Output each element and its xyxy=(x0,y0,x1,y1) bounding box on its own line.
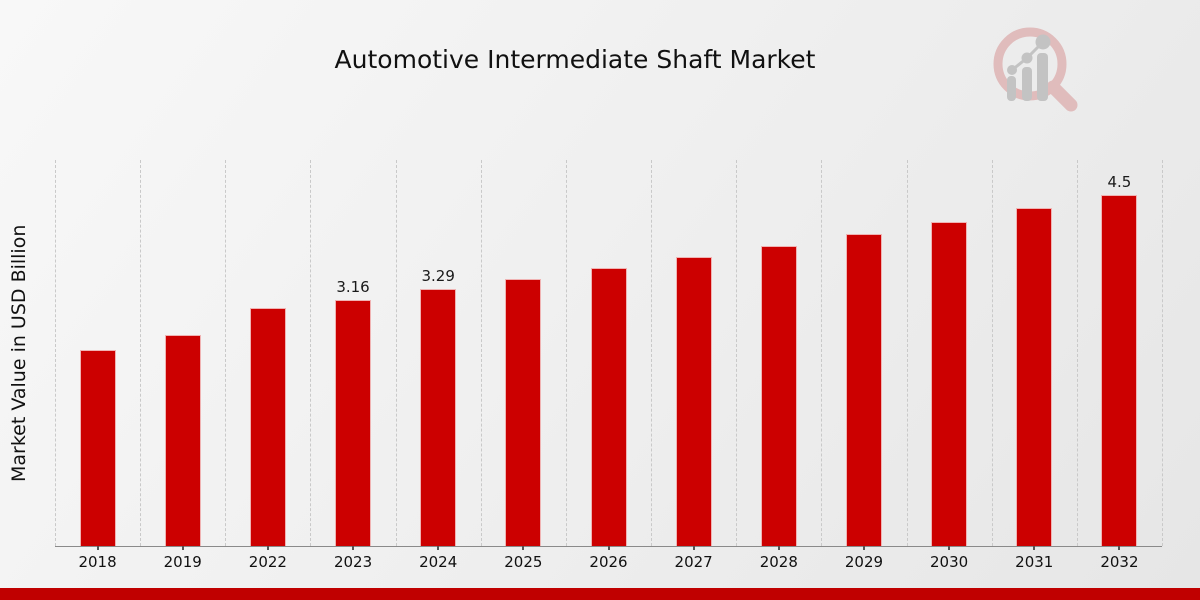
x-axis-tick xyxy=(266,546,269,550)
gridline xyxy=(225,160,227,546)
bar-chart-plot: 2018 2019 2022 3.16 2023 3.29 2024 2025 2026 2027… xyxy=(55,160,1163,571)
bar-value-label-2023: 3.16 xyxy=(336,278,370,296)
bar-2027 xyxy=(675,257,712,546)
x-axis-label-2019: 2019 xyxy=(163,553,202,571)
gridline xyxy=(651,160,653,546)
gridline xyxy=(1076,160,1078,546)
x-axis-label-2028: 2028 xyxy=(759,553,798,571)
footer-red-band xyxy=(0,588,1200,600)
x-axis-label-2022: 2022 xyxy=(248,553,287,571)
x-axis-label-2027: 2027 xyxy=(674,553,713,571)
bar-2032 xyxy=(1101,195,1138,546)
bar-2019 xyxy=(164,335,201,546)
x-axis-label-2025: 2025 xyxy=(504,553,543,571)
x-axis-tick xyxy=(692,546,695,550)
bar-2026 xyxy=(590,268,627,546)
x-axis-tick xyxy=(862,546,865,550)
x-axis-tick xyxy=(352,546,355,550)
gridline xyxy=(395,160,397,546)
gridline xyxy=(991,160,993,546)
bar-2028 xyxy=(760,246,797,546)
x-axis-tick xyxy=(522,546,525,550)
y-axis-label: Market Value in USD Billion xyxy=(8,224,30,482)
bar-value-label-2024: 3.29 xyxy=(421,267,455,285)
gridline xyxy=(140,160,142,546)
x-axis-tick xyxy=(1118,546,1121,550)
bar-2018 xyxy=(79,350,116,546)
x-axis-tick xyxy=(437,546,440,550)
gridline xyxy=(906,160,908,546)
gridline xyxy=(1162,160,1163,546)
x-axis-label-2024: 2024 xyxy=(419,553,458,571)
x-axis-tick xyxy=(948,546,951,550)
gridline xyxy=(565,160,567,546)
x-axis-tick xyxy=(777,546,780,550)
bar-value-label-2032: 4.5 xyxy=(1107,173,1132,191)
gridline xyxy=(736,160,738,546)
x-axis-label-2029: 2029 xyxy=(844,553,884,571)
bar-2031 xyxy=(1016,208,1053,546)
gridline xyxy=(310,160,312,546)
x-axis-label-2031: 2031 xyxy=(1015,553,1054,571)
bar-2029 xyxy=(845,234,882,546)
chart-title: Automotive Intermediate Shaft Market xyxy=(334,45,816,74)
magnifier-chart-logo-icon xyxy=(993,27,1078,112)
bar-2025 xyxy=(505,279,542,546)
x-axis-tick xyxy=(1033,546,1036,550)
bar-2023 xyxy=(335,300,372,546)
x-axis-tick xyxy=(181,546,184,550)
gridline xyxy=(55,160,56,546)
bar-2024 xyxy=(420,289,457,546)
bar-2022 xyxy=(249,308,286,546)
x-axis-label-2018: 2018 xyxy=(78,553,117,571)
x-axis-label-2026: 2026 xyxy=(589,553,628,571)
x-axis-tick xyxy=(96,546,99,550)
bar-2030 xyxy=(931,222,968,546)
gridline xyxy=(480,160,482,546)
x-axis-label-2023: 2023 xyxy=(333,553,373,571)
x-axis-label-2032: 2032 xyxy=(1100,553,1139,571)
x-axis-label-2030: 2030 xyxy=(930,553,969,571)
gridline xyxy=(821,160,823,546)
x-axis-tick xyxy=(607,546,610,550)
